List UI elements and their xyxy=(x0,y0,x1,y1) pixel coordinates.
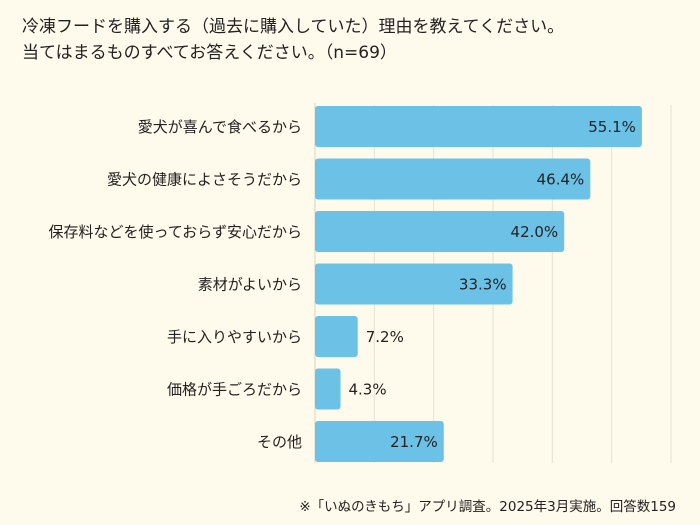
category-label: 愛犬が喜んで食べるから xyxy=(138,118,302,136)
value-label: 4.3% xyxy=(349,381,387,399)
title-line-2: 当てはまるものすべてお答えください。（n=69） xyxy=(22,43,397,63)
category-label: 愛犬の健康によさそうだから xyxy=(107,171,302,189)
bar xyxy=(315,316,358,357)
bar xyxy=(315,106,642,147)
category-label: 価格が手ごろだから xyxy=(167,381,302,399)
footnote: ※「いぬのきもち」アプリ調査。2025年3月実施。回答数159 xyxy=(299,499,676,515)
bar xyxy=(315,158,591,200)
value-label: 21.7% xyxy=(390,433,438,451)
value-label: 42.0% xyxy=(511,223,559,241)
title-line-1: 冷凍フードを購入する（過去に購入していた）理由を教えてください。 xyxy=(22,17,565,37)
bar xyxy=(315,211,565,252)
bar xyxy=(315,421,444,462)
category-label: その他 xyxy=(257,433,302,451)
value-label: 7.2% xyxy=(366,328,404,346)
value-label: 33.3% xyxy=(459,276,507,294)
bar xyxy=(315,263,513,305)
category-label: 手に入りやすいから xyxy=(167,328,302,346)
category-label: 素材がよいから xyxy=(198,276,302,294)
bar xyxy=(315,368,341,410)
value-label: 46.4% xyxy=(537,171,585,189)
chart-title: 冷凍フードを購入する（過去に購入していた）理由を教えてください。 当てはまるもの… xyxy=(22,14,564,66)
category-label: 保存料などを使っておらず安心だから xyxy=(48,223,302,241)
value-label: 55.1% xyxy=(588,118,636,136)
